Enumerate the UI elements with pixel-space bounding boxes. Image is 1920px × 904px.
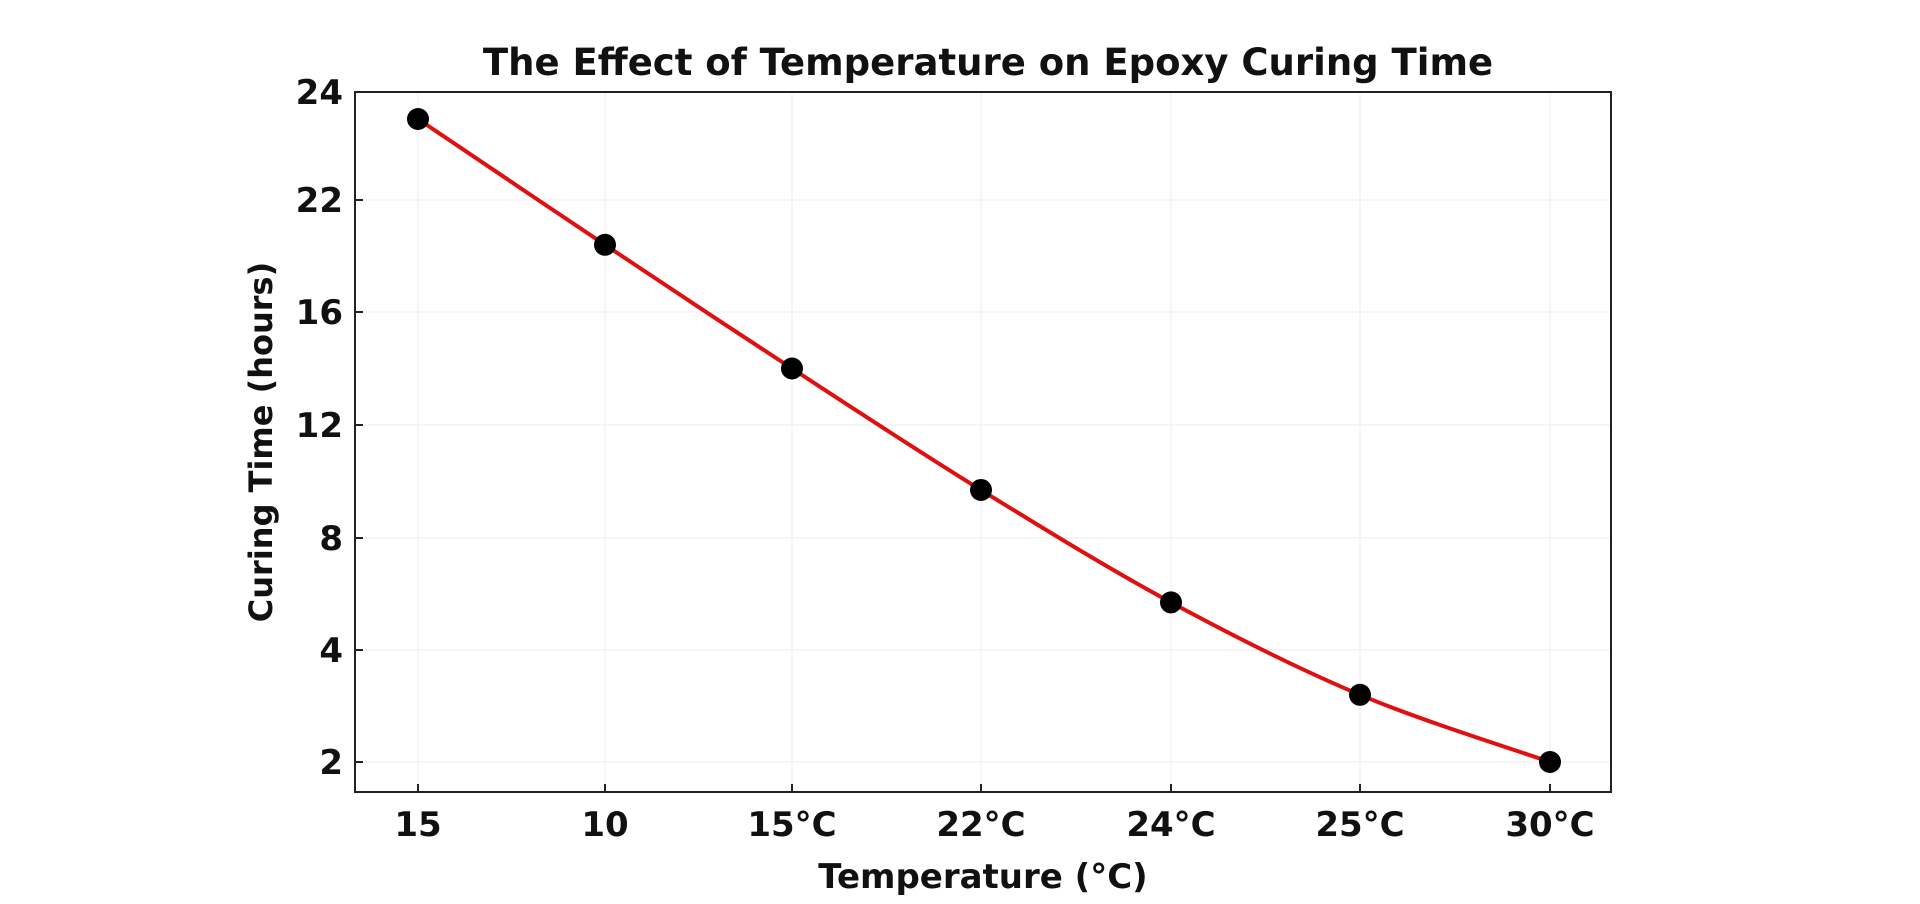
x-tick-label: 30°C <box>1505 805 1594 845</box>
data-point <box>1349 683 1371 706</box>
x-tick-label: 25°C <box>1315 805 1404 845</box>
data-points <box>407 108 1561 773</box>
data-point <box>781 357 803 380</box>
x-tick-label: 15°C <box>747 805 836 845</box>
x-tick-label: 22°C <box>936 805 1025 845</box>
x-tick-label: 10 <box>581 805 628 845</box>
x-tick-label: 15 <box>394 805 441 845</box>
y-tick-label: 24 <box>296 73 343 113</box>
y-tick-label: 4 <box>319 631 343 671</box>
x-axis-label: Temperature (°C) <box>818 857 1147 897</box>
data-point <box>1539 751 1561 773</box>
y-tick-label: 12 <box>296 406 343 446</box>
x-tick-label: 24°C <box>1126 805 1215 845</box>
y-axis-label: Curing Time (hours) <box>242 262 280 622</box>
grid <box>355 91 1611 792</box>
y-tick-label: 22 <box>296 181 343 221</box>
data-point <box>407 108 429 130</box>
y-tick-label: 2 <box>319 743 343 783</box>
x-axis-ticks: 15 10 15°C 22°C 24°C 25°C 30°C <box>394 784 1595 845</box>
data-point <box>970 478 992 501</box>
plot-frame <box>354 91 1612 793</box>
y-tick-label: 8 <box>319 519 343 559</box>
data-point <box>1160 591 1182 614</box>
chart-title: The Effect of Temperature on Epoxy Curin… <box>483 41 1493 84</box>
y-tick-label: 16 <box>296 293 343 333</box>
data-point <box>594 233 616 256</box>
